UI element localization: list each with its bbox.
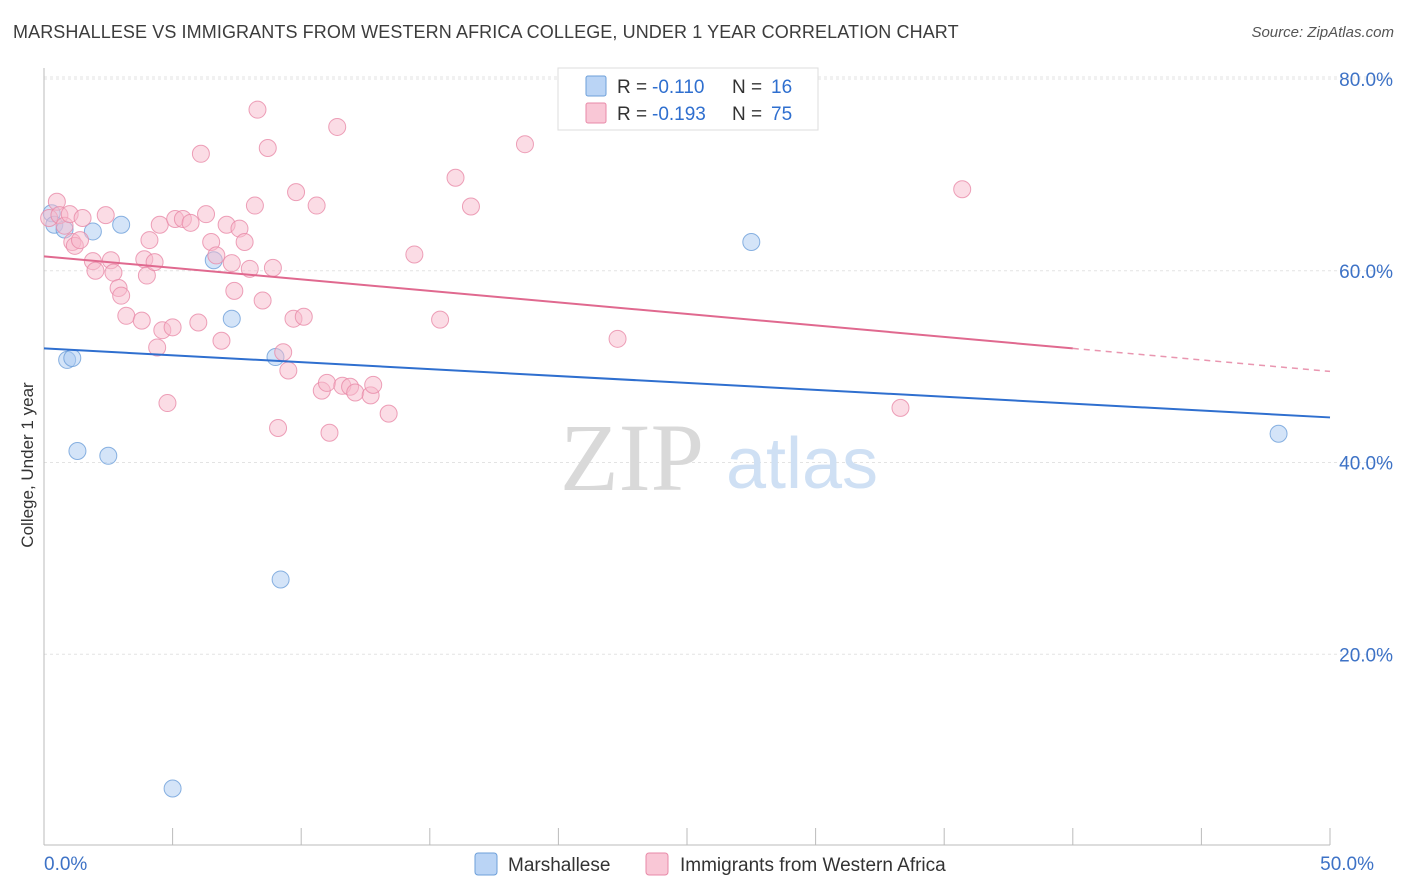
r-value-2: -0.193 [652, 104, 706, 125]
r-value-1: -0.110 [652, 77, 704, 98]
stats-legend: R = -0.110 N = 16 R = -0.193 N = 75 [557, 67, 819, 131]
y-tick-label: 80.0% [1339, 70, 1393, 91]
watermark-zip: ZIP [560, 404, 704, 511]
point-western-africa [181, 213, 200, 232]
point-western-africa [132, 311, 151, 330]
point-western-africa [608, 329, 627, 348]
stats-swatch-marshallese [585, 75, 607, 97]
point-western-africa [96, 206, 115, 225]
point-western-africa [117, 306, 136, 325]
point-western-africa [364, 375, 383, 394]
point-western-africa [71, 231, 90, 250]
point-western-africa [189, 313, 208, 332]
point-marshallese [222, 309, 241, 328]
point-western-africa [140, 231, 159, 250]
n-label-1: N = [732, 77, 762, 98]
point-marshallese [742, 232, 761, 251]
series-legend: Marshallese Immigrants from Western Afri… [474, 852, 946, 876]
axes: 20.0% 40.0% 60.0% 80.0% 0.0% 50.0% [43, 68, 1393, 875]
point-western-africa [225, 281, 244, 300]
point-western-africa [253, 291, 272, 310]
point-western-africa [235, 232, 254, 251]
point-western-africa [320, 423, 339, 442]
point-western-africa [191, 144, 210, 163]
y-tick-label: 40.0% [1339, 454, 1393, 475]
point-western-africa [317, 373, 336, 392]
y-tick-label: 20.0% [1339, 645, 1393, 666]
trend-line-western-africa-extension [1072, 347, 1331, 373]
point-western-africa [240, 259, 259, 278]
legend-swatch-marshallese [474, 852, 498, 876]
point-marshallese [83, 222, 102, 241]
trend-lines [43, 255, 1331, 419]
y-tick-label: 60.0% [1339, 262, 1393, 283]
chart-title: MARSHALLESE VS IMMIGRANTS FROM WESTERN A… [13, 22, 959, 42]
r-label-2: R = [617, 104, 647, 125]
point-western-africa [112, 286, 131, 305]
point-marshallese [99, 446, 118, 465]
point-western-africa [263, 258, 282, 277]
point-western-africa [269, 418, 288, 437]
point-western-africa [379, 404, 398, 423]
point-western-africa [137, 266, 156, 285]
point-western-africa [346, 383, 365, 402]
point-western-africa [73, 209, 92, 228]
legend-swatch-western-africa [645, 852, 669, 876]
point-marshallese [1269, 424, 1288, 443]
stats-swatch-western-africa [585, 102, 607, 124]
n-value-1: 16 [771, 77, 792, 98]
point-marshallese [271, 570, 290, 589]
point-western-africa [405, 245, 424, 264]
point-western-africa [891, 398, 910, 417]
point-western-africa [515, 135, 534, 154]
n-value-2: 75 [771, 104, 792, 125]
point-western-africa [145, 253, 164, 272]
point-western-africa [248, 100, 267, 119]
point-western-africa [207, 246, 226, 265]
trend-line-western-africa [43, 255, 1073, 350]
point-western-africa [307, 196, 326, 215]
point-western-africa [212, 331, 231, 350]
point-western-africa [279, 361, 298, 380]
point-western-africa [461, 197, 480, 216]
watermark: ZIP atlas [560, 404, 878, 511]
point-western-africa [150, 215, 169, 234]
point-western-africa [431, 310, 450, 329]
legend-label-western-africa: Immigrants from Western Africa [680, 855, 946, 876]
point-western-africa [86, 261, 105, 280]
legend-label-marshallese: Marshallese [508, 855, 610, 876]
point-western-africa [274, 343, 293, 362]
x-tick-label: 0.0% [44, 854, 87, 875]
point-marshallese [68, 441, 87, 460]
point-western-africa [245, 196, 264, 215]
point-western-africa [294, 307, 313, 326]
x-tick-label: 50.0% [1320, 854, 1374, 875]
point-western-africa [163, 318, 182, 337]
source-label: Source: ZipAtlas.com [1251, 24, 1394, 41]
point-western-africa [222, 254, 241, 273]
data-points [40, 100, 1288, 798]
point-marshallese [63, 348, 82, 367]
point-marshallese [112, 215, 131, 234]
n-label-2: N = [732, 104, 762, 125]
point-western-africa [953, 180, 972, 199]
point-western-africa [287, 183, 306, 202]
gridlines [44, 76, 1392, 655]
point-marshallese [163, 779, 182, 798]
point-western-africa [328, 117, 347, 136]
point-western-africa [158, 394, 177, 413]
trend-line-marshallese [43, 347, 1331, 419]
r-label-1: R = [617, 77, 647, 98]
point-western-africa [258, 139, 277, 158]
point-western-africa [446, 168, 465, 187]
point-western-africa [148, 338, 167, 357]
watermark-atlas: atlas [726, 424, 878, 504]
point-western-africa [197, 205, 216, 224]
point-western-africa [104, 263, 123, 282]
